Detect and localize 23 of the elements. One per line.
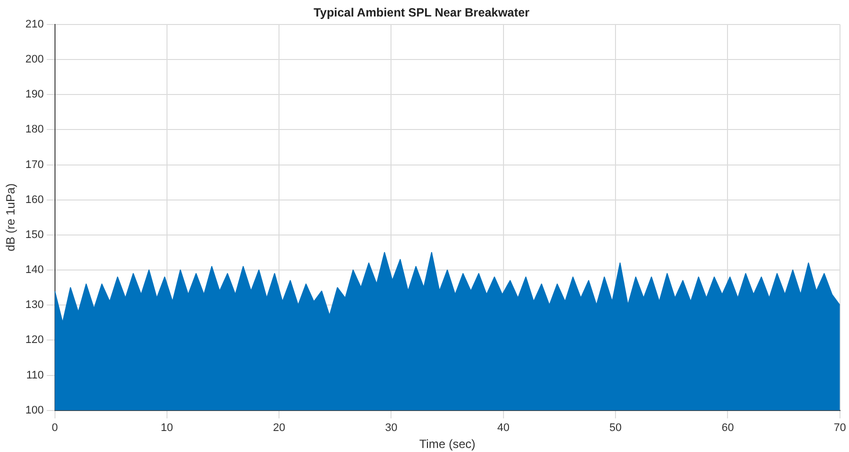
y-tick-label: 130 [25, 299, 44, 312]
x-tick-label: 20 [272, 422, 286, 434]
y-tick-label: 160 [25, 194, 44, 206]
y-axis-title: dB (re 1uPa) [4, 183, 18, 252]
x-tick-label: 10 [160, 422, 174, 434]
y-tick-label: 180 [25, 124, 44, 136]
y-tick-label: 190 [25, 88, 44, 101]
x-tick-label: 0 [52, 422, 58, 434]
x-tick-label: 40 [497, 422, 510, 434]
y-tick-label: 170 [25, 158, 44, 171]
y-tick-label: 140 [25, 264, 44, 276]
y-tick-label: 110 [26, 369, 44, 382]
x-tick-label: 60 [722, 422, 734, 434]
y-tick-label: 120 [25, 334, 44, 346]
chart-title: Typical Ambient SPL Near Breakwater [314, 6, 530, 20]
y-tick-label: 100 [25, 404, 44, 416]
x-tick-label: 70 [834, 422, 846, 434]
y-tick-label: 200 [25, 54, 44, 66]
y-tick-label: 210 [25, 18, 44, 30]
y-tick-label: 150 [25, 228, 44, 241]
x-tick-label: 50 [609, 422, 622, 434]
x-tick-label: 30 [385, 422, 398, 434]
x-axis-title: Time (sec) [419, 437, 476, 452]
